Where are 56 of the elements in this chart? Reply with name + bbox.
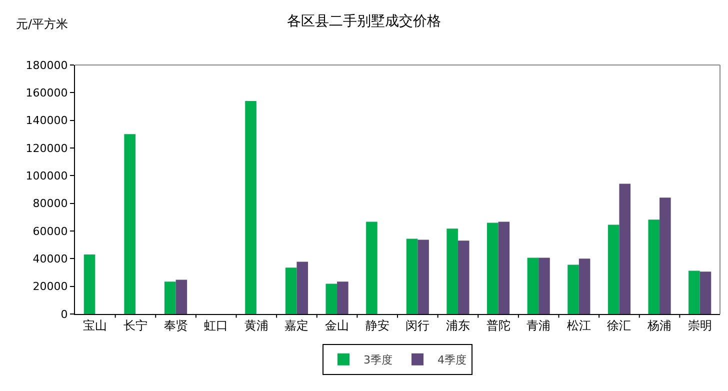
bar [648,220,660,314]
bar [326,284,338,314]
bar [700,272,712,314]
bar [619,184,631,314]
bar [164,282,176,314]
x-tick-label: 浦东 [446,318,470,332]
bar [527,258,539,314]
chart-title: 各区县二手别墅成交价格 [287,13,441,30]
bar [608,224,620,314]
bar [568,264,579,314]
x-tick-label: 宝山 [83,318,108,332]
bar [498,222,510,314]
y-tick-label: 40000 [32,252,68,266]
bar [486,222,498,314]
bar [446,228,458,314]
y-tick-label: 0 [60,308,68,321]
x-tick-label: 黄浦 [244,318,268,332]
y-tick-label: 180000 [26,58,68,72]
bar [538,258,550,314]
bar [124,134,136,314]
y-tick-label: 20000 [32,280,68,294]
y-axis-title: 元/平方米 [16,17,68,31]
y-tick-label: 140000 [26,114,68,128]
bar [418,240,429,314]
y-tick-label: 60000 [32,224,68,238]
bar [458,240,470,314]
y-tick-label: 100000 [26,170,68,183]
x-tick-label: 奉贤 [164,318,188,332]
bar [688,270,700,314]
bar [578,258,590,314]
bar [84,254,96,314]
x-tick-label: 静安 [365,318,390,332]
bar [296,262,308,314]
x-tick-label: 闵行 [406,318,430,332]
bar [660,198,671,314]
bar [337,282,348,314]
x-tick-label: 青浦 [526,318,551,332]
y-tick-label: 80000 [32,197,68,210]
x-tick-label: 松江 [566,318,591,332]
bar [406,238,418,314]
y-tick-label: 120000 [26,142,68,155]
x-tick-label: 金山 [325,318,350,332]
bar [366,222,378,314]
bar [285,268,297,314]
bar [245,100,256,314]
x-tick-label: 长宁 [123,318,148,332]
x-tick-label: 普陀 [486,318,510,332]
x-tick-label: 徐汇 [607,318,632,332]
legend-label: 4季度 [438,354,466,367]
legend-label: 3季度 [364,354,392,367]
bar [176,280,188,314]
y-tick-label: 160000 [26,86,68,100]
x-tick-label: 崇明 [688,318,712,332]
x-tick-label: 嘉定 [284,318,309,332]
x-tick-label: 杨浦 [646,318,672,332]
x-tick-label: 虹口 [204,318,228,332]
